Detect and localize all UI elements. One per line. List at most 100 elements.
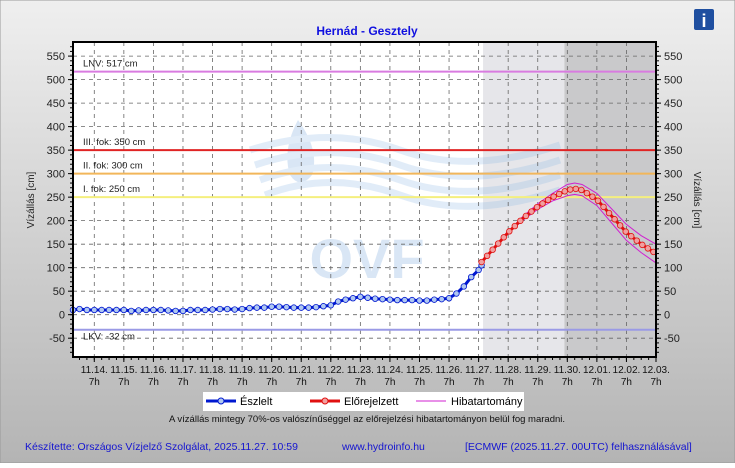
y-axis-label-right: Vízállás [cm] xyxy=(691,172,702,229)
forecast-point xyxy=(495,240,502,247)
x-tick-label-date: 11.29. xyxy=(524,365,551,376)
y-axis-label: Vízállás [cm] xyxy=(26,171,37,228)
observed-point xyxy=(142,306,150,314)
observed-point xyxy=(327,302,334,309)
y-tick-label-right: 400 xyxy=(664,122,682,134)
x-tick-label-date: 11.15. xyxy=(110,365,137,376)
forecast-shaded-region xyxy=(564,42,656,357)
observed-point xyxy=(357,293,364,301)
forecast-point xyxy=(511,222,519,230)
y-tick-label: 450 xyxy=(47,98,65,110)
y-tick-label-right: 0 xyxy=(664,310,670,322)
forecast-point xyxy=(628,233,635,240)
observed-point xyxy=(164,307,172,314)
x-tick-label-hour: 7h xyxy=(89,377,100,388)
x-tick-label-hour: 7h xyxy=(207,377,218,388)
legend-forecast: Előrejelzett xyxy=(344,396,398,408)
x-tick-label-hour: 7h xyxy=(414,377,425,388)
observed-point xyxy=(475,266,482,274)
observed-point xyxy=(135,307,142,314)
y-tick-label-right: 300 xyxy=(664,169,682,181)
x-tick-label-hour: 7h xyxy=(296,377,307,388)
x-tick-label-hour: 7h xyxy=(532,377,543,388)
forecast-point xyxy=(550,193,557,200)
forecast-point xyxy=(644,245,652,252)
x-tick-label-hour: 7h xyxy=(177,377,188,388)
footer-source: [ECMWF (2025.11.27. 00UTC) felhasználásá… xyxy=(465,441,692,453)
y-tick-label: 50 xyxy=(53,286,65,298)
y-tick-label-right: 350 xyxy=(664,145,682,157)
y-tick-label: 350 xyxy=(47,145,65,157)
x-tick-label-date: 11.24. xyxy=(376,365,403,376)
forecast-point xyxy=(528,208,535,215)
x-tick-label-date: 11.22. xyxy=(317,365,344,376)
observed-point xyxy=(305,304,312,311)
observed-point xyxy=(408,296,416,304)
observed-point xyxy=(386,296,394,303)
x-tick-label-date: 11.19. xyxy=(229,365,256,376)
forecast-point xyxy=(533,203,541,211)
forecast-point xyxy=(517,217,524,224)
observed-point xyxy=(371,295,379,302)
wave-shape xyxy=(263,179,562,210)
observed-point xyxy=(128,307,135,315)
observed-point xyxy=(120,306,128,314)
forecast-point xyxy=(522,212,530,220)
y-tick-label-right: -50 xyxy=(664,333,680,345)
observed-point xyxy=(105,306,113,314)
forecast-point xyxy=(506,228,513,235)
observed-point xyxy=(209,306,216,313)
observed-point xyxy=(172,307,179,315)
x-tick-label-hour: 7h xyxy=(650,377,661,388)
y-tick-label-right: 50 xyxy=(664,286,676,298)
legend: Észlelt Előrejelzett Hibatartomány xyxy=(203,392,524,411)
forecast-point xyxy=(567,186,574,193)
observed-point xyxy=(179,307,187,315)
footer-site-link[interactable]: www.hydroinfo.hu xyxy=(341,441,425,453)
y-tick-label-right: 100 xyxy=(664,263,682,275)
observed-point xyxy=(76,305,83,313)
y-tick-label: 400 xyxy=(47,122,65,134)
y-tick-label: -50 xyxy=(49,333,65,345)
reference-line-label: LNV: 517 cm xyxy=(83,59,138,70)
chart-title: Hernád - Gesztely xyxy=(316,24,418,38)
forecast-point xyxy=(622,228,629,235)
x-tick-label-date: 12.02. xyxy=(613,365,641,376)
observed-point xyxy=(298,304,305,311)
observed-point xyxy=(187,306,194,314)
y-tick-label: 250 xyxy=(47,192,65,204)
observed-point xyxy=(275,303,283,310)
observed-point xyxy=(113,306,120,314)
x-tick-label-hour: 7h xyxy=(118,377,129,388)
forecast-point xyxy=(583,189,591,197)
forecast-point xyxy=(555,190,563,198)
x-tick-label-date: 11.28. xyxy=(495,365,522,376)
x-tick-label-hour: 7h xyxy=(148,377,159,388)
reference-line-label: II. fok: 300 cm xyxy=(83,161,143,172)
observed-point xyxy=(401,296,408,304)
legend-observed: Észlelt xyxy=(240,395,272,408)
forecast-point xyxy=(633,237,640,244)
y-tick-label-right: 450 xyxy=(664,98,682,110)
forecast-point xyxy=(594,197,602,204)
forecast-point xyxy=(539,200,546,207)
x-tick-label-hour: 7h xyxy=(237,377,248,388)
reference-line-label: III. fok: 350 cm xyxy=(83,137,145,148)
x-tick-label-date: 11.18. xyxy=(199,365,226,376)
observed-point xyxy=(453,290,460,297)
observed-point xyxy=(253,304,261,311)
observed-point xyxy=(261,304,268,311)
observed-point xyxy=(98,306,105,314)
observed-point xyxy=(320,303,327,310)
info-button[interactable]: i xyxy=(694,9,714,31)
x-tick-label-date: 11.17. xyxy=(169,365,196,376)
observed-point xyxy=(379,295,386,303)
info-icon[interactable]: i xyxy=(701,11,706,31)
x-tick-label-hour: 7h xyxy=(621,377,632,388)
observed-point xyxy=(150,306,157,314)
x-tick-label-date: 11.30. xyxy=(554,365,581,376)
x-tick-label-date: 11.25. xyxy=(406,365,433,376)
x-tick-label-date: 11.27. xyxy=(465,365,492,376)
